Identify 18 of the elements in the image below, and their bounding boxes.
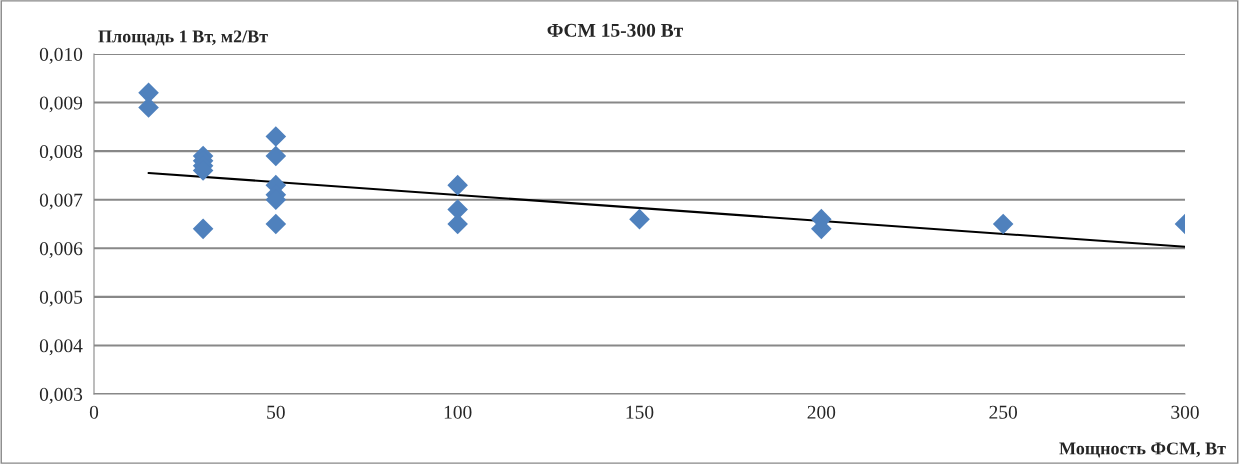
- x-tick-label: 0: [89, 405, 99, 419]
- x-axis-title: Мощность ФСМ, Вт: [1059, 442, 1226, 458]
- y-tick-label: 0,008: [39, 144, 83, 161]
- x-tick-label: 100: [444, 405, 472, 419]
- y-tick-label: 0,007: [39, 193, 83, 210]
- y-tick-label: 0,010: [39, 47, 83, 64]
- x-tick-label: 50: [267, 405, 285, 419]
- x-tick-label: 250: [989, 405, 1018, 419]
- y-tick-label: 0,004: [39, 339, 83, 356]
- x-tick-label: 300: [1171, 405, 1199, 419]
- y-tick-label: 0,005: [39, 290, 83, 307]
- y-tick-label: 0,009: [39, 96, 83, 113]
- y-tick-label: 0,003: [39, 387, 83, 404]
- y-tick-label: 0,006: [39, 242, 83, 259]
- x-tick-label: 150: [626, 405, 654, 419]
- x-tick-label: 200: [807, 405, 836, 419]
- y-axis-title: Площадь 1 Вт, м2/Вт: [98, 30, 268, 46]
- chart-title: ФСМ 15-300 Вт: [547, 23, 683, 37]
